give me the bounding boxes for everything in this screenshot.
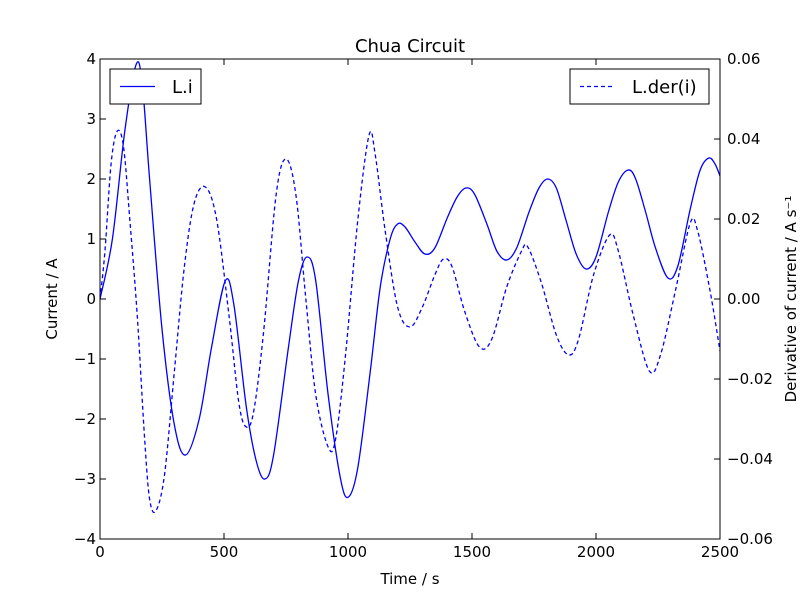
ticks-layer: 0 500 1000 1500 2000 2500 −4 −3 −2 −1 0 1 2 3 4 −0.06 −0… — [74, 50, 773, 561]
series-line-current — [100, 61, 720, 499]
legend-right-box — [569, 68, 710, 105]
legend-right-label: L.der(i) — [632, 77, 697, 98]
y-right-tick-label: 0.06 — [727, 50, 760, 68]
x-tick-label: 1500 — [453, 543, 491, 561]
legend-left: L.i — [109, 68, 202, 105]
legend-right: L.der(i) — [569, 68, 710, 105]
y-axis-left-label: Current / A — [43, 258, 61, 340]
y-right-tick-label: −0.06 — [727, 530, 773, 548]
y-right-tick-label: 0.00 — [727, 290, 760, 308]
x-axis-label: Time / s — [379, 570, 439, 588]
x-tick-label: 2500 — [701, 543, 739, 561]
y-right-tick-label: 0.04 — [727, 130, 760, 148]
y-left-tick-label: −1 — [74, 350, 96, 368]
y-right-tick-label: −0.02 — [727, 370, 773, 388]
y-left-tick-label: 1 — [86, 230, 96, 248]
y-right-tick-label: 0.02 — [727, 210, 760, 228]
series-line-derivative — [100, 129, 720, 514]
y-right-tick-label: −0.04 — [727, 450, 773, 468]
y-left-tick-label: −4 — [74, 530, 96, 548]
y-left-tick-label: 2 — [86, 170, 96, 188]
y-left-tick-label: 3 — [86, 110, 96, 128]
x-tick-label: 1000 — [329, 543, 367, 561]
y-axis-right-label: Derivative of current / A s⁻¹ — [782, 196, 800, 403]
x-tick-label: 0 — [95, 543, 105, 561]
x-tick-label: 500 — [210, 543, 239, 561]
y-left-tick-label: −2 — [74, 410, 96, 428]
legend-left-label: L.i — [172, 77, 193, 98]
y-left-tick-label: 4 — [86, 50, 96, 68]
series-layer — [100, 61, 720, 514]
y-left-tick-label: −3 — [74, 470, 96, 488]
chart-title: Chua Circuit — [355, 36, 465, 57]
y-left-tick-label: 0 — [86, 290, 96, 308]
x-tick-label: 2000 — [577, 543, 615, 561]
